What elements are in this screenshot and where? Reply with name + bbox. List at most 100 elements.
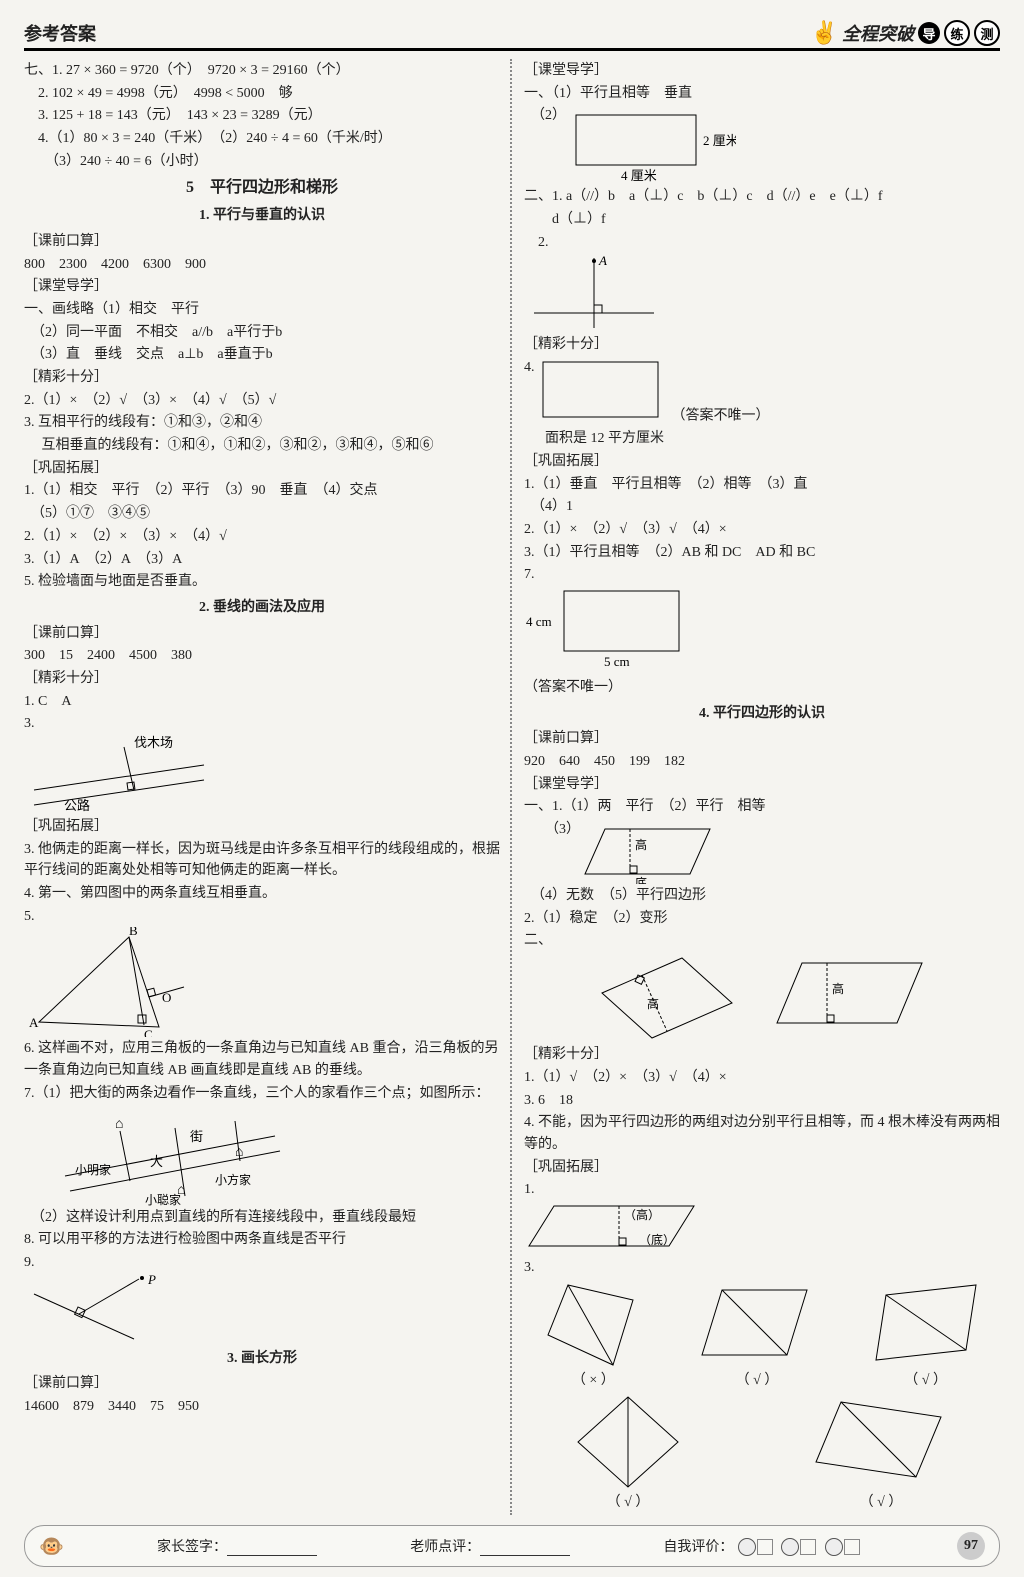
s1-jc-1: 2.（1）× （2）√ （3）× （4）√ （5）√: [24, 390, 500, 412]
s2-fig7: 街 大 小明家 小聪家 小方家 ⌂ ⌂ ⌂: [24, 1106, 500, 1206]
svg-text:大: 大: [150, 1154, 163, 1169]
column-divider: [510, 59, 514, 1515]
svg-text:4 cm: 4 cm: [526, 614, 552, 629]
svg-text:高: 高: [647, 996, 659, 1011]
s4-kd-two: 二、: [524, 933, 552, 948]
page-header: 参考答案 ✌ 全程突破 导 练 测: [24, 20, 1000, 51]
parallelogram-b: 高: [772, 953, 932, 1043]
s3b-jc4-area: 面积是 12 平方厘米: [524, 428, 1000, 450]
s2-fig9: 9. P: [24, 1252, 500, 1344]
svg-text:（底）: （底）: [639, 1232, 675, 1247]
s2-jc-label: ［精彩十分］: [24, 668, 500, 690]
svg-text:B: B: [129, 927, 138, 938]
s3b-l2: （2）: [524, 105, 566, 127]
badge-2: 练: [944, 20, 970, 46]
hand-icon: ✌: [811, 20, 838, 46]
badge-1: 导: [918, 22, 940, 44]
s4-kq: 920 640 450 199 182: [524, 751, 1000, 773]
chapter-5-title: 5 平行四边形和梯形: [24, 176, 500, 201]
s1-gg-1: 1.（1）相交 平行 （2）平行 （3）90 垂直 （4）交点: [24, 480, 500, 502]
parallelogram-height: 高 底: [580, 819, 730, 884]
s3b-fig7-note: （答案不唯一）: [524, 677, 1000, 699]
section-1-title: 1. 平行与垂直的认识: [24, 205, 500, 227]
s2-fig5: 5. A B C O: [24, 906, 500, 1038]
s3b-gg-1: 1.（1）垂直 平行且相等 （2）相等 （3）直: [524, 474, 1000, 496]
teacher-comment: 老师点评：: [410, 1536, 570, 1556]
s4-shapes-row1: （ × ） （ √ ） （ √ ）: [524, 1280, 1000, 1392]
s4-kd-label: ［课堂导学］: [524, 774, 1000, 796]
left-column: 七、1. 27 × 360 = 9720（个） 9720 × 3 = 29160…: [24, 59, 500, 1515]
svg-text:4 厘米: 4 厘米: [621, 168, 657, 183]
s1-gg-label: ［巩固拓展］: [24, 458, 500, 480]
shape-1: [538, 1280, 648, 1370]
s1-gg-3: 2.（1）× （2）× （3）× （4）√: [24, 526, 500, 548]
svg-text:⌂: ⌂: [115, 1117, 123, 1132]
s4-kd1: 一、1.（1）两 平行 （2）平行 相等: [524, 796, 1000, 818]
check-1: （ × ）: [538, 1370, 648, 1392]
s4-two-figs: 高 高: [524, 953, 1000, 1043]
brand-text: 全程突破: [842, 20, 914, 46]
s3b-gg-label: ［巩固拓展］: [524, 451, 1000, 473]
svg-text:高: 高: [832, 981, 844, 996]
s1-gg-4: 3.（1）A （2）A （3）A: [24, 549, 500, 571]
svg-text:小方家: 小方家: [215, 1172, 251, 1187]
brand-badge: ✌ 全程突破 导 练 测: [811, 20, 1000, 46]
svg-text:街: 街: [190, 1129, 203, 1144]
s3b-l2-row: （2） 2 厘米 4 厘米: [524, 105, 1000, 185]
svg-text:A: A: [29, 1015, 39, 1030]
svg-text:（高）: （高）: [624, 1207, 660, 1222]
s4-kd1c: （4）无数 （5）平行四边形: [524, 885, 1000, 907]
s2-gg7-1: 7.（1）把大街的两条边看作一条直线，三个人的家看作三个点；如图所示：: [24, 1083, 500, 1105]
s3b-gg-3: 2.（1）× （2）√ （3）√ （4）×: [524, 519, 1000, 541]
s3b-kd-label: ［课堂导学］: [524, 60, 1000, 82]
street-diagram: 街 大 小明家 小聪家 小方家 ⌂ ⌂ ⌂: [45, 1106, 305, 1206]
neutral-icon: [781, 1538, 799, 1556]
triangle-diagram: A B C O: [24, 927, 224, 1037]
sad-icon: [825, 1538, 843, 1556]
s2-gg4: 4. 第一、第四图中的两条直线互相垂直。: [24, 883, 500, 905]
check-3: （ √ ）: [866, 1370, 986, 1392]
s2-kq-label: ［课前口算］: [24, 623, 500, 645]
s1-jc-label: ［精彩十分］: [24, 367, 500, 389]
q7-line-2: 2. 102 × 49 = 4998（元） 4998 < 5000 够: [24, 83, 500, 105]
svg-text:底: 底: [635, 875, 647, 884]
svg-text:2 厘米: 2 厘米: [703, 133, 736, 148]
s3b-l3: 二、1. a（//）b a（⊥）c b（⊥）c d（//）e e（⊥）f: [524, 186, 1000, 208]
section-4-title: 4. 平行四边形的认识: [524, 703, 1000, 725]
s1-kd-label: ［课堂导学］: [24, 276, 500, 298]
s3b-fig7: 7. 4 cm 5 cm: [524, 564, 1000, 676]
section-3-title: 3. 画长方形: [24, 1348, 500, 1370]
s3b-jc-label: ［精彩十分］: [524, 334, 1000, 356]
perpendicular-diagram: P: [24, 1274, 184, 1344]
page-number: 97: [957, 1532, 985, 1560]
fig3-label-2: 公路: [64, 798, 90, 813]
smile-icon: [738, 1538, 756, 1556]
svg-text:O: O: [162, 990, 171, 1005]
s2-gg-label: ［巩固拓展］: [24, 816, 500, 838]
s2-gg8: 8. 可以用平移的方法进行检验图中两条直线是否平行: [24, 1229, 500, 1251]
right-column: ［课堂导学］ 一、（1）平行且相等 垂直 （2） 2 厘米 4 厘米 二、1. …: [524, 59, 1000, 1515]
s4-gg1: 1. （高） （底）: [524, 1179, 1000, 1256]
s4-kd-two-row: 二、: [524, 930, 1000, 952]
shape-2: [697, 1280, 817, 1370]
s1-kd-2: （2）同一平面 不相交 a//b a平行于b: [24, 322, 500, 344]
s2-gg6: 6. 这样画不对，应用三角板的一条直角边与已知直线 AB 重合，沿三角板的另一条…: [24, 1038, 500, 1081]
svg-text:P: P: [147, 1274, 156, 1287]
fig3-label-1: 伐木场: [134, 735, 173, 750]
perp-point-a: A: [524, 253, 664, 333]
s1-kq-label: ［课前口算］: [24, 231, 500, 253]
page-footer: 🐵 家长签字： 老师点评： 自我评价： 97: [24, 1525, 1000, 1567]
s4-kq-label: ［课前口算］: [524, 728, 1000, 750]
s2-fig3: 3. 伐木场 公路: [24, 713, 500, 815]
s4-gg3: 3.: [524, 1257, 1000, 1279]
q7-line-3: 3. 125 + 18 = 143（元） 143 × 23 = 3289（元）: [24, 105, 500, 127]
s4-jc3: 3. 6 18: [524, 1090, 1000, 1112]
shape-3: [866, 1280, 986, 1370]
check-2: （ √ ）: [697, 1370, 817, 1392]
svg-text:A: A: [598, 253, 607, 268]
s2-kq: 300 15 2400 4500 380: [24, 645, 500, 667]
s1-gg-5: 5. 检验墙面与地面是否垂直。: [24, 571, 500, 593]
s1-jc-2: 3. 互相平行的线段有：①和③，②和④: [24, 412, 500, 434]
header-title: 参考答案: [24, 20, 96, 46]
s3-kq: 14600 879 3440 75 950: [24, 1396, 500, 1418]
